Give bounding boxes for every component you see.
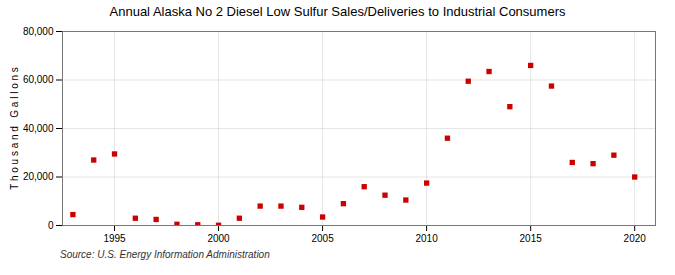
svg-text:1995: 1995: [103, 233, 126, 244]
svg-text:2010: 2010: [415, 233, 438, 244]
svg-text:2015: 2015: [520, 233, 543, 244]
svg-text:40,000: 40,000: [23, 123, 54, 134]
html-text:Source: U.S. Energy Informatio: Source: U.S. Energy Information Administ…: [60, 249, 270, 260]
svg-text:T h o u s a n d G a l l o n: T h o u s a n d G a l l o n s: [9, 67, 20, 190]
html-text:Annual Alaska No 2 Diesel Low: Annual Alaska No 2 Diesel Low Sulfur Sal…: [109, 4, 566, 19]
svg-text:2000: 2000: [207, 233, 230, 244]
svg-text:0: 0: [48, 220, 54, 231]
svg-text:60,000: 60,000: [23, 74, 54, 85]
svg-text:2005: 2005: [311, 233, 334, 244]
svg-text:80,000: 80,000: [23, 26, 54, 37]
svg-text:2020: 2020: [624, 233, 647, 244]
svg-text:20,000: 20,000: [23, 171, 54, 182]
